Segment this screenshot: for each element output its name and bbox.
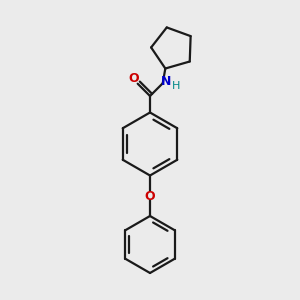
Text: O: O [129, 72, 140, 85]
Text: O: O [145, 190, 155, 203]
Text: H: H [172, 81, 181, 91]
Text: N: N [161, 75, 172, 88]
